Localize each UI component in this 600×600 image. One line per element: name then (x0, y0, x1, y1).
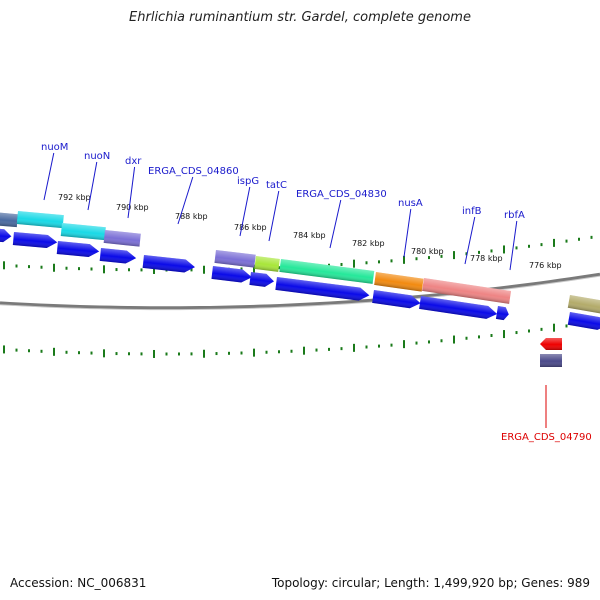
scale-label: 778 kbp (470, 254, 503, 263)
gene-label: tatC (266, 180, 287, 242)
gene-label: infB (462, 206, 482, 265)
gene-label-text: nusA (398, 198, 423, 209)
gene-leader-line (239, 186, 251, 237)
gene-label: nuoN (84, 151, 110, 211)
gene-leader-line (403, 208, 412, 258)
gene-label: ERGA_CDS_04790 (501, 385, 592, 443)
cog-block-nuoN (60, 223, 106, 241)
cds-arrow-shade (567, 312, 600, 330)
scale-label: 790 kbp (116, 203, 149, 212)
cds-arrow-shade (99, 248, 137, 264)
gene-label-text: dxr (125, 156, 142, 167)
cog-block-right-edge (567, 295, 600, 315)
gene-label: rbfA (504, 210, 525, 271)
cog-block-dxr (103, 230, 141, 247)
gene-leader-line (87, 161, 98, 211)
map-title: Ehrlichia ruminantium str. Gardel, compl… (129, 10, 471, 25)
gene-leader-line (177, 176, 194, 225)
gene-leader-line (464, 216, 476, 265)
cds-arrow (56, 241, 100, 258)
cog-block-shade (374, 272, 424, 292)
gene-label-text: infB (462, 206, 482, 217)
cds-arrow-shade (56, 241, 100, 258)
cog-block-shade (214, 250, 256, 268)
cog-block-shade (254, 256, 280, 272)
cds-arrow (0, 228, 12, 243)
scale-label: 782 kbp (352, 239, 385, 248)
cds-arrow (495, 306, 509, 321)
gene-label-text: ERGA_CDS_04860 (148, 166, 239, 177)
cds-arrow-shade (249, 272, 275, 287)
cog-block-shade (279, 259, 375, 284)
cds-arrow-shade (211, 266, 252, 283)
gene-label-text: nuoN (84, 151, 110, 162)
cds-arrow (211, 266, 252, 283)
cog-block-shade (60, 223, 106, 241)
scale-label: 780 kbp (411, 247, 444, 256)
cog-block-ispG (214, 250, 256, 268)
cog-block-tatC (254, 256, 280, 272)
scale-label: 776 kbp (529, 261, 562, 270)
gene-leader-line (43, 152, 55, 201)
accession-text: Accession: NC_006831 (10, 576, 147, 590)
cds-arrow (99, 248, 137, 264)
cog-block-shade (540, 354, 562, 367)
cds-arrow (142, 255, 195, 273)
gene-label-text: rbfA (504, 210, 525, 221)
gene-leader-line (268, 190, 280, 242)
cog-block-shade (0, 212, 18, 228)
cds-arrow (249, 272, 275, 287)
scale-label: 788 kbp (175, 212, 208, 221)
cds-arrow (567, 312, 600, 330)
cog-block-shade (16, 211, 64, 229)
gene-label-text: ERGA_CDS_04790 (501, 432, 592, 443)
cog-block-left-edge (0, 212, 18, 228)
cog-block-shade (422, 278, 512, 304)
cds-arrow-shade (275, 277, 370, 301)
cds-arrow (275, 277, 370, 301)
scale-label: 792 kbp (58, 193, 91, 202)
gene-leader-line (127, 166, 136, 219)
inner-scale-ticks (3, 320, 593, 358)
topology-summary-text: Topology: circular; Length: 1,499,920 bp… (271, 576, 590, 590)
cds-arrow (372, 290, 421, 309)
cog-block-nusA (374, 272, 424, 292)
cog-block-nuoM (16, 211, 64, 229)
gene-leader-line (329, 199, 342, 249)
scale-label: 786 kbp (234, 223, 267, 232)
cds-arrow-shade (12, 232, 58, 248)
cds-arrow-shade (495, 306, 509, 321)
cog-block-shade (567, 295, 600, 315)
cds-arrow (12, 232, 58, 248)
gene-label-text: ERGA_CDS_04830 (296, 189, 387, 200)
cog-block-04830 (279, 259, 375, 284)
gene-label: ispG (237, 176, 259, 237)
cds-arrow-red-shade (540, 338, 562, 350)
cds-arrow-shade (372, 290, 421, 309)
gene-leader-line (509, 220, 518, 271)
scale-label: 784 kbp (293, 231, 326, 240)
cog-block-shade (103, 230, 141, 247)
gene-label: dxr (125, 156, 142, 219)
cds-arrow-shade (419, 296, 498, 319)
gene-label: ERGA_CDS_04860 (148, 166, 239, 225)
cds-arrow-shade (0, 228, 12, 243)
gene-label-text: tatC (266, 180, 287, 191)
cds-arrow (419, 296, 498, 319)
cog-block-04790 (540, 354, 562, 367)
gene-label-text: nuoM (41, 142, 68, 153)
gene-label: nusA (398, 198, 423, 258)
gene-label-text: ispG (237, 176, 259, 187)
backbone-circle (0, 272, 600, 310)
gene-label: nuoM (41, 142, 68, 201)
cds-arrow-shade (142, 255, 195, 273)
gene-label: ERGA_CDS_04830 (296, 189, 387, 249)
cog-block-infB (422, 278, 512, 304)
cds-arrow-highlight (540, 338, 562, 350)
